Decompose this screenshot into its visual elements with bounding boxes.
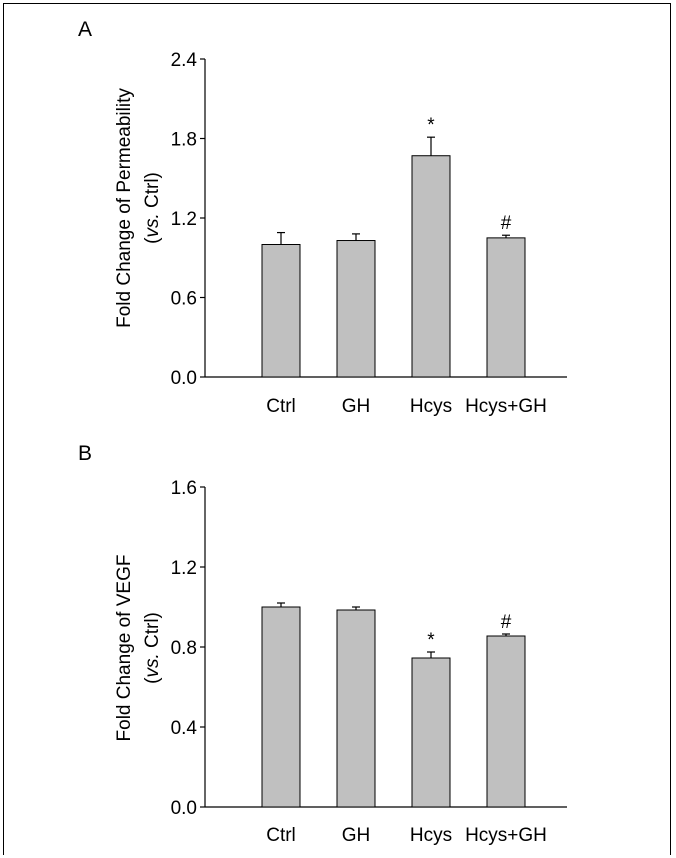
- panel-b-significance-mark: #: [501, 612, 512, 633]
- panel-b-ytick-label: 0.4: [171, 718, 198, 739]
- panel-b-category-label: Hcys+GH: [465, 825, 547, 846]
- panel-a-ytick-label: 1.2: [171, 209, 197, 230]
- panel-b: B Fold Change of VEGF (vs. Ctrl) 0.0 0.4 0…: [78, 442, 567, 846]
- panel-b-ytick-label: 1.6: [171, 478, 197, 499]
- panel-b-category-label: GH: [342, 825, 371, 846]
- panel-a-bar: [411, 155, 451, 378]
- panel-b-category-label: Ctrl: [266, 825, 296, 846]
- panel-a-ylabel-2: (vs. Ctrl): [142, 172, 163, 244]
- panel-a-ylabel: Fold Change of Permeability: [114, 88, 135, 328]
- panel-b-ytick-label: 1.2: [171, 558, 197, 579]
- panel-b-bar: [261, 606, 301, 808]
- panel-a-ylabel-line1: Fold Change of Permeability: [114, 88, 135, 328]
- panel-a-letter: A: [78, 18, 92, 41]
- panel-b-letter: B: [78, 442, 92, 465]
- panel-b-ytick-label: 0.0: [171, 798, 197, 819]
- panel-a-ytick-label: 0.6: [171, 289, 197, 310]
- panel-b-ylabel-line1: Fold Change of VEGF: [114, 555, 135, 742]
- panel-a-ylabel-line2: (vs. Ctrl): [142, 172, 163, 244]
- panel-b-ylabel: Fold Change of VEGF: [114, 555, 135, 742]
- panel-a-category-label: Hcys+GH: [465, 396, 547, 417]
- panel-b-ytick-label: 0.8: [171, 638, 197, 659]
- panel-a-ytick-label: 2.4: [171, 50, 198, 71]
- panel-a-significance-mark: #: [501, 213, 512, 234]
- panel-a: A Fold Change of Permeability (vs. Ctrl)…: [78, 18, 567, 417]
- panel-a-category-label: Ctrl: [266, 396, 296, 417]
- panel-b-bar: [486, 635, 526, 808]
- panel-a-bar: [261, 244, 301, 378]
- panel-a-ytick-label: 0.0: [171, 368, 197, 389]
- panel-b-ylabel-2: (vs. Ctrl): [142, 612, 163, 684]
- panel-b-ylabel-line2: (vs. Ctrl): [142, 612, 163, 684]
- panel-b-category-label: Hcys: [410, 825, 452, 846]
- panel-a-category-label: Hcys: [410, 396, 452, 417]
- panel-b-significance-mark: *: [427, 630, 435, 651]
- panel-a-ytick-label: 1.8: [171, 130, 197, 151]
- panel-a-category-label: GH: [342, 396, 371, 417]
- panel-b-bar: [336, 609, 376, 808]
- panel-a-bar: [336, 240, 376, 378]
- panel-b-bar: [411, 657, 451, 808]
- panel-a-significance-mark: *: [427, 115, 435, 136]
- panel-a-bar: [486, 237, 526, 378]
